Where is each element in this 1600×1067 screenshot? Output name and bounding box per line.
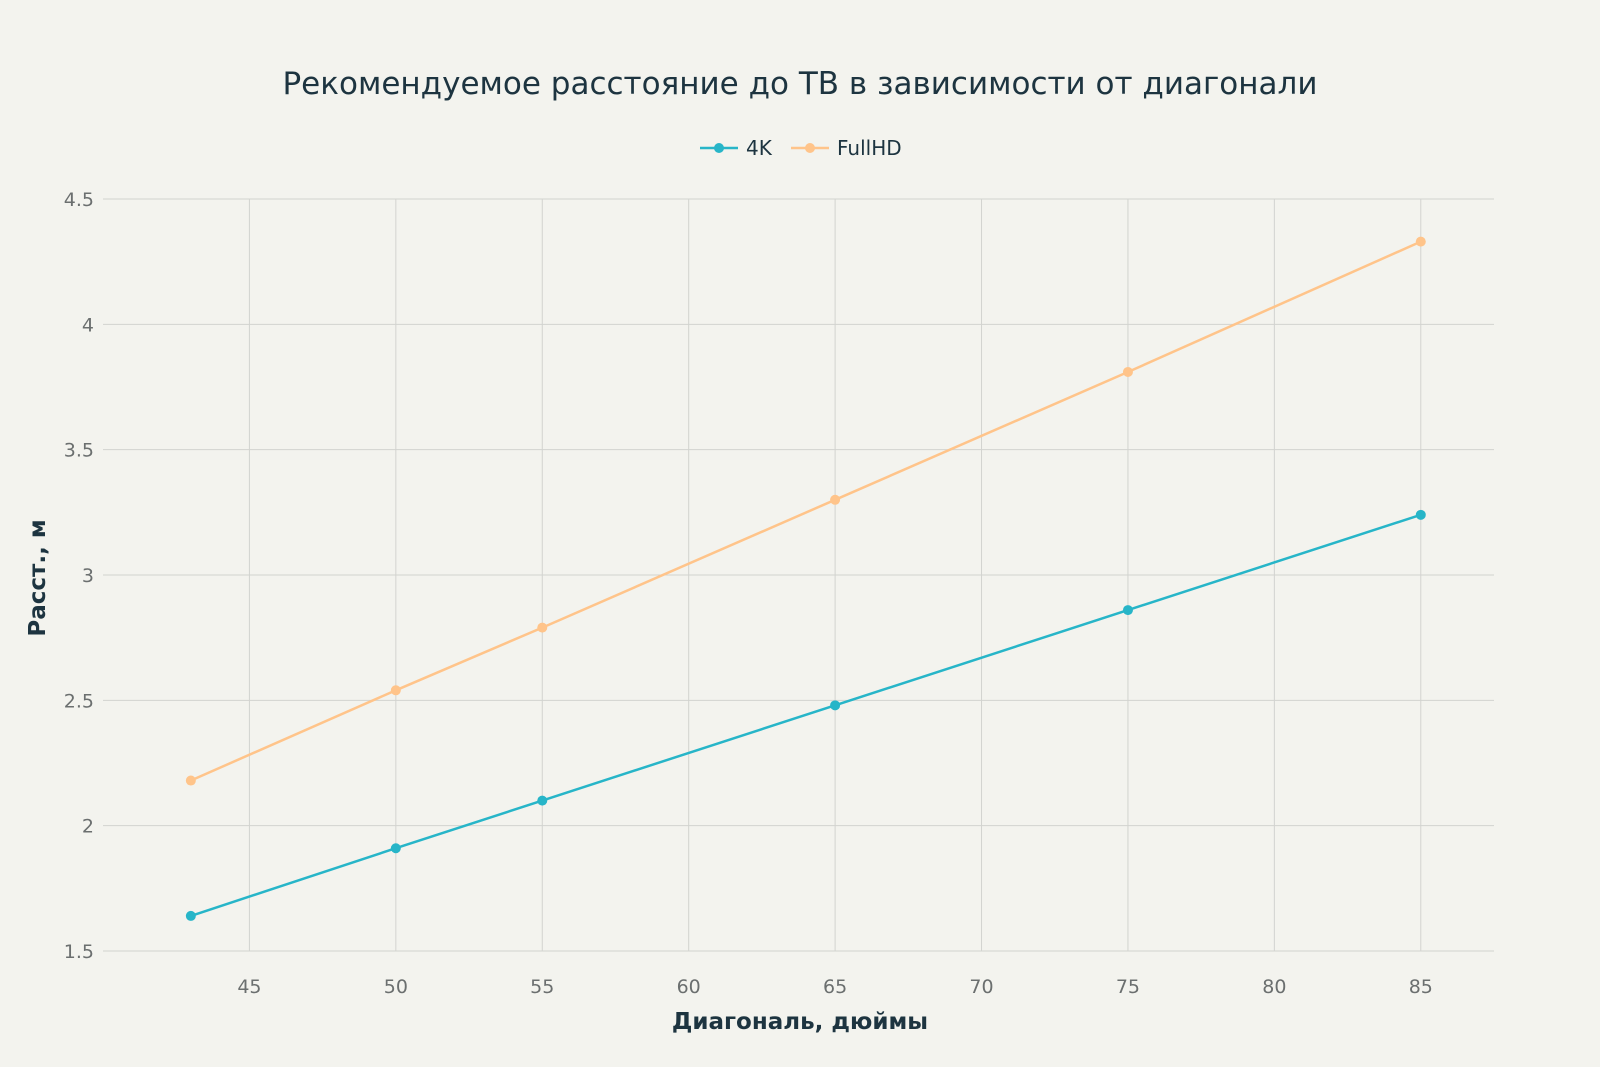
data-point[interactable]: [1122, 605, 1133, 616]
y-axis-title: Расст., м: [25, 519, 51, 636]
x-axis-title: Диагональ, дюймы: [672, 1009, 928, 1035]
series-line: [190, 513, 1422, 918]
x-tick-label: 50: [384, 976, 408, 998]
x-tick-label: 55: [530, 976, 554, 998]
x-tick-label: 60: [677, 976, 701, 998]
grid-lines: [103, 198, 1494, 952]
y-tick-label: 4.5: [64, 189, 94, 211]
y-tick-label: 2: [82, 816, 94, 838]
data-point[interactable]: [1415, 509, 1426, 520]
series-4k: [185, 509, 1426, 921]
data-point[interactable]: [830, 700, 841, 711]
data-point[interactable]: [185, 910, 196, 921]
legend-item-4k[interactable]: 4K: [700, 136, 773, 160]
x-tick-label: 85: [1409, 976, 1433, 998]
series-line: [190, 240, 1422, 782]
data-point[interactable]: [390, 685, 401, 696]
series-fullhd: [185, 236, 1426, 786]
chart-title: Рекомендуемое расстояние до ТВ в зависим…: [282, 66, 1317, 102]
data-point[interactable]: [185, 775, 196, 786]
y-tick-label: 1.5: [64, 941, 94, 963]
data-point[interactable]: [537, 622, 548, 633]
y-tick-label: 4: [82, 314, 94, 336]
legend-item-fullhd[interactable]: FullHD: [791, 136, 902, 160]
x-tick-label: 70: [969, 976, 993, 998]
data-point[interactable]: [1415, 236, 1426, 247]
data-point[interactable]: [537, 795, 548, 806]
y-axis-ticks: 1.5 2 2.5 3 3.5 4 4.5: [64, 189, 94, 963]
y-tick-label: 3: [82, 565, 94, 587]
series-layer: [185, 236, 1426, 921]
x-tick-label: 45: [237, 976, 261, 998]
legend-label: FullHD: [837, 136, 902, 160]
data-point[interactable]: [1122, 366, 1133, 377]
x-tick-label: 75: [1116, 976, 1140, 998]
y-tick-label: 3.5: [64, 440, 94, 462]
x-tick-label: 65: [823, 976, 847, 998]
x-axis-ticks: 45 50 55 60 65 70 75 80 85: [237, 976, 1433, 998]
data-point[interactable]: [830, 494, 841, 505]
y-tick-label: 2.5: [64, 690, 94, 712]
data-point[interactable]: [390, 843, 401, 854]
legend-swatch-marker: [805, 143, 815, 153]
legend-swatch-marker: [714, 143, 724, 153]
legend: 4K FullHD: [700, 136, 902, 160]
legend-label: 4K: [746, 136, 773, 160]
x-tick-label: 80: [1262, 976, 1286, 998]
